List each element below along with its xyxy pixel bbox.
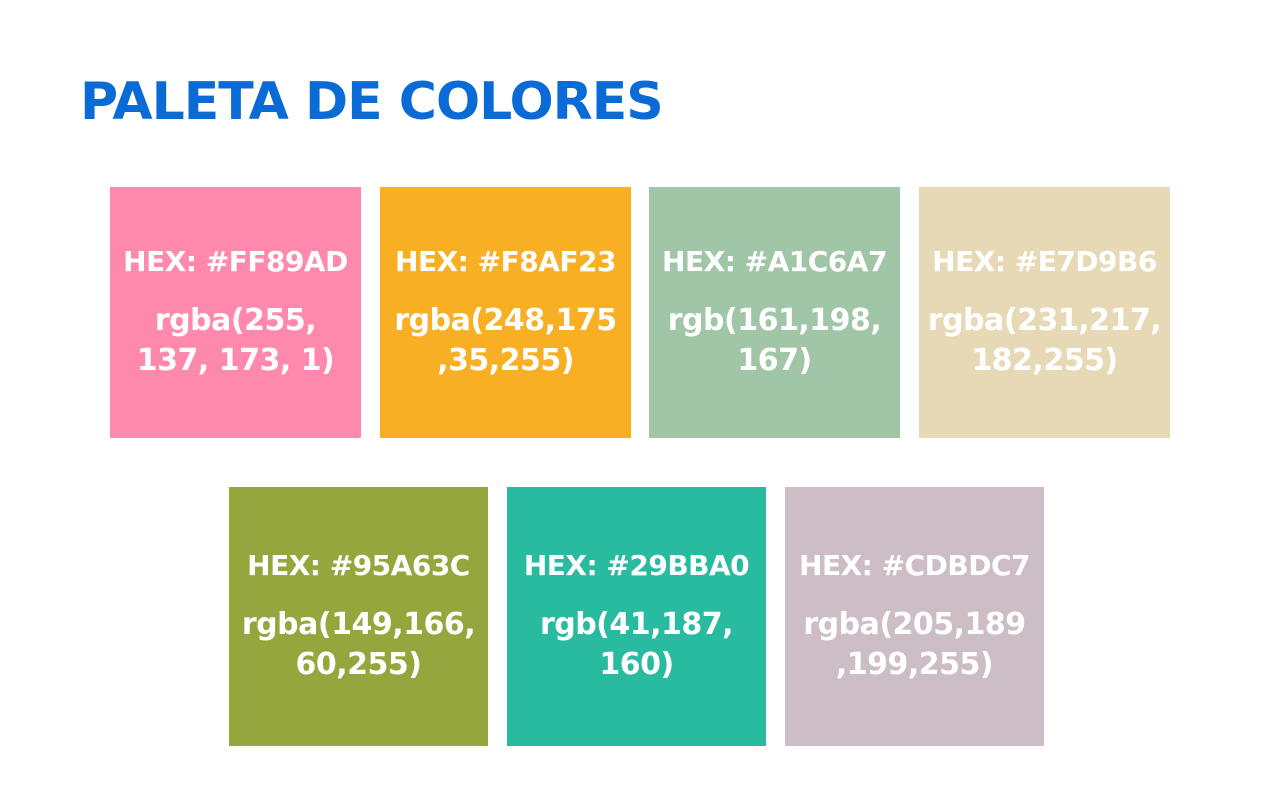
color-swatch-sage-green: HEX: #A1C6A7 rgb(161,198, 167) xyxy=(649,187,900,438)
color-swatch-orange: HEX: #F8AF23 rgba(248,175 ,35,255) xyxy=(380,187,631,438)
swatch-hex-label: HEX: #95A63C xyxy=(247,548,470,582)
swatch-rgb-label: rgb(161,198, 167) xyxy=(667,302,882,378)
swatch-hex-label: HEX: #CDBDC7 xyxy=(799,548,1030,582)
swatch-hex-label: HEX: #A1C6A7 xyxy=(662,244,887,278)
swatch-rgb-label: rgba(149,166, 60,255) xyxy=(241,606,476,682)
swatch-hex-label: HEX: #FF89AD xyxy=(123,244,348,278)
swatch-rgb-label: rgba(255, 137, 173, 1) xyxy=(136,302,335,378)
swatch-hex-label: HEX: #29BBA0 xyxy=(523,548,750,582)
swatch-rgb-label: rgba(205,189 ,199,255) xyxy=(803,606,1026,682)
color-swatch-olive: HEX: #95A63C rgba(149,166, 60,255) xyxy=(229,487,488,746)
color-swatch-beige: HEX: #E7D9B6 rgba(231,217, 182,255) xyxy=(919,187,1170,438)
color-swatch-pink: HEX: #FF89AD rgba(255, 137, 173, 1) xyxy=(110,187,361,438)
page-title: PALETA DE COLORES xyxy=(80,72,664,132)
color-swatch-teal: HEX: #29BBA0 rgb(41,187, 160) xyxy=(507,487,766,746)
swatch-hex-label: HEX: #F8AF23 xyxy=(395,244,616,278)
swatch-rgb-label: rgba(231,217, 182,255) xyxy=(927,302,1162,378)
color-swatch-mauve: HEX: #CDBDC7 rgba(205,189 ,199,255) xyxy=(785,487,1044,746)
swatch-rgb-label: rgb(41,187, 160) xyxy=(539,606,734,682)
swatch-rgb-label: rgba(248,175 ,35,255) xyxy=(394,302,617,378)
swatch-hex-label: HEX: #E7D9B6 xyxy=(932,244,1157,278)
